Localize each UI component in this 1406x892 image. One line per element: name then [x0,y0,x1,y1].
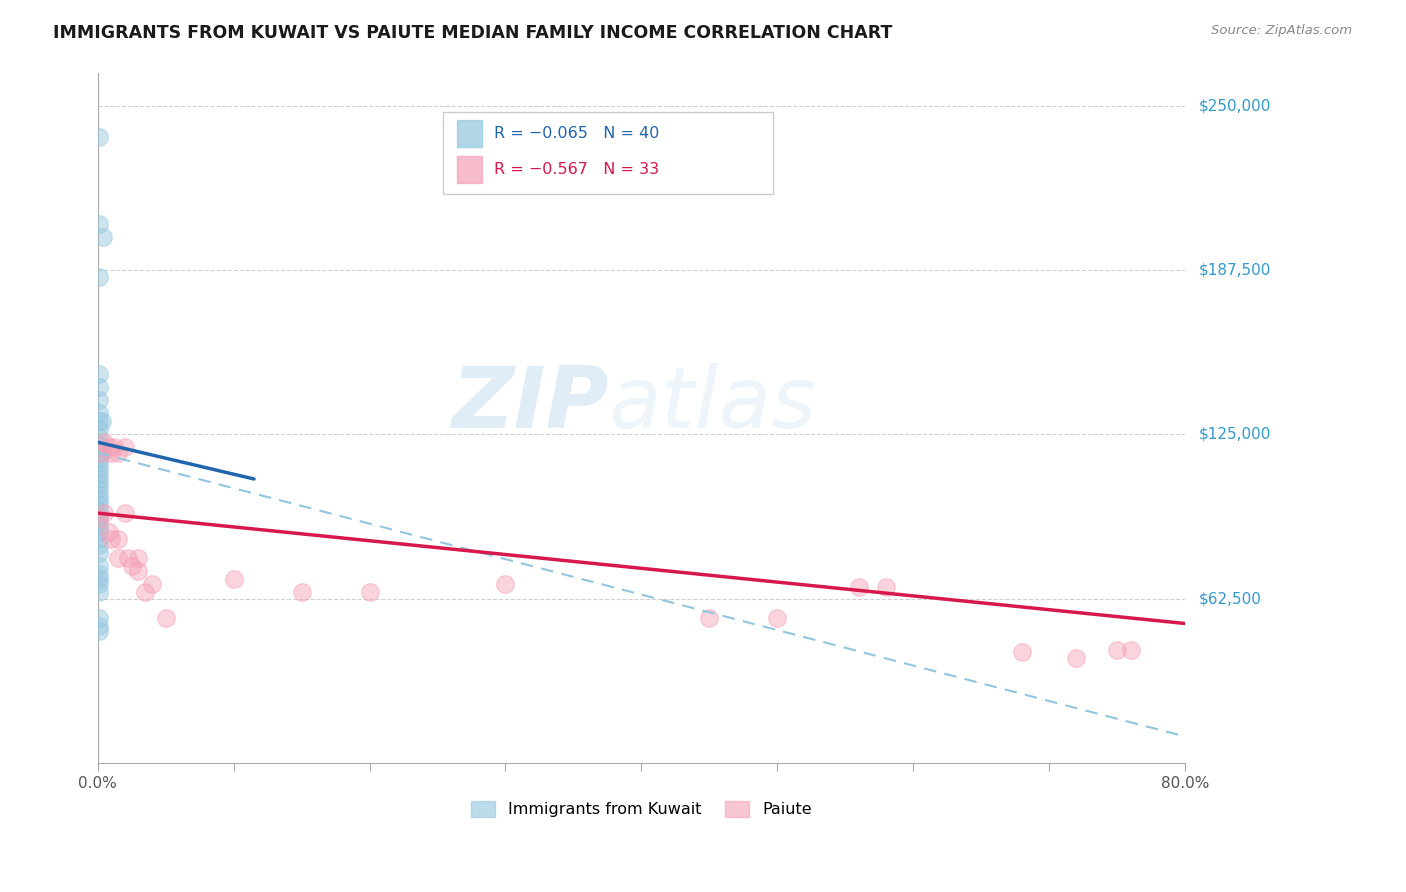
Point [359,585,381,599]
Point [1107,642,1129,657]
Text: $250,000: $250,000 [1199,98,1271,113]
Point [87,493,110,508]
Point [290,585,312,599]
Point [87,430,110,444]
Point [87,483,110,497]
Point [87,566,110,581]
Point [1011,645,1033,659]
Point [97,441,120,455]
Point [87,217,110,231]
Point [100,446,122,460]
Point [127,564,149,578]
Point [87,130,110,145]
Point [87,624,110,639]
Y-axis label: Median Family Income: Median Family Income [0,333,7,503]
Point [87,414,110,428]
Point [134,585,156,599]
Point [117,550,139,565]
Point [87,380,110,394]
Text: ZIP: ZIP [451,362,609,446]
Point [87,393,110,408]
Point [100,533,122,547]
Point [121,558,143,573]
Point [107,533,129,547]
Point [107,550,129,565]
Point [766,611,789,625]
Point [875,580,897,594]
Text: R = −0.567   N = 33: R = −0.567 N = 33 [494,162,658,177]
Point [127,550,149,565]
Text: IMMIGRANTS FROM KUWAIT VS PAIUTE MEDIAN FAMILY INCOME CORRELATION CHART: IMMIGRANTS FROM KUWAIT VS PAIUTE MEDIAN … [53,24,893,42]
Point [87,611,110,625]
Point [97,524,120,539]
Point [87,367,110,381]
Point [87,472,110,486]
Point [1119,642,1142,657]
Point [91,230,114,244]
Point [699,611,721,625]
Point [87,450,110,465]
Point [848,580,870,594]
Point [114,441,136,455]
Point [87,545,110,559]
Point [87,456,110,470]
Point [87,461,110,475]
Text: $187,500: $187,500 [1199,262,1271,277]
Point [495,577,517,591]
Point [87,558,110,573]
Point [87,467,110,481]
Point [93,435,115,450]
Point [93,506,115,520]
Point [87,488,110,502]
Point [90,414,112,428]
Point [87,519,110,533]
Point [87,524,110,539]
Text: atlas: atlas [609,362,817,446]
Legend: Immigrants from Kuwait, Paiute: Immigrants from Kuwait, Paiute [465,795,818,824]
Point [87,406,110,420]
Text: Source: ZipAtlas.com: Source: ZipAtlas.com [1212,24,1353,37]
Point [114,506,136,520]
Point [103,441,125,455]
Point [141,577,163,591]
Point [87,533,110,547]
Point [87,446,110,460]
Point [87,477,110,491]
Point [87,577,110,591]
Point [87,438,110,452]
Text: R = −0.065   N = 40: R = −0.065 N = 40 [494,127,659,141]
Point [107,446,129,460]
Point [87,538,110,552]
Point [87,422,110,436]
Point [87,514,110,528]
Point [87,508,110,523]
Point [87,619,110,633]
Point [87,572,110,586]
Point [87,503,110,517]
Point [155,611,177,625]
Point [1066,650,1088,665]
Text: $125,000: $125,000 [1199,426,1271,442]
Text: $62,500: $62,500 [1199,591,1263,606]
Point [90,446,112,460]
Point [87,498,110,512]
Point [222,572,245,586]
Point [87,269,110,284]
Point [87,511,110,525]
Point [87,585,110,599]
